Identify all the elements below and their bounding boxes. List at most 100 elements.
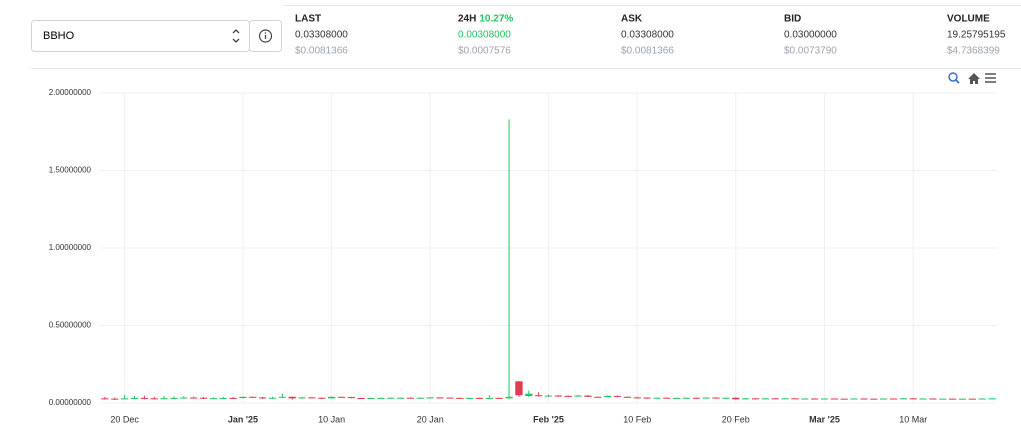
candle-body: [239, 396, 247, 399]
candle-body: [643, 397, 651, 399]
y-tick-label: 0.00000000: [49, 398, 92, 407]
candle-body: [505, 396, 513, 399]
candle-body: [889, 398, 898, 400]
candle-body: [781, 398, 789, 400]
candle-body: [870, 398, 878, 400]
candle-body: [741, 398, 750, 400]
candle-body: [219, 397, 227, 399]
candle-body: [298, 397, 306, 399]
candle-body: [515, 381, 523, 396]
symbol-select[interactable]: BBHO: [31, 20, 250, 52]
candle-body: [988, 398, 996, 400]
candle-body: [258, 397, 267, 399]
stat-value: 0.03308000: [295, 30, 348, 41]
y-tick-label: 0.50000000: [49, 321, 92, 330]
candle-body: [308, 397, 316, 399]
stat-usd: $0.0073790: [784, 46, 837, 57]
candle-body: [475, 397, 484, 399]
stat-value: 0.03308000: [621, 30, 674, 41]
zoom-icon: [948, 72, 958, 82]
candle-body: [564, 395, 572, 397]
info-icon: [258, 29, 273, 43]
candle-body: [860, 398, 868, 400]
candle-body: [534, 395, 543, 397]
candle-body: [712, 397, 720, 399]
candle-body: [968, 398, 977, 400]
info-button[interactable]: [249, 20, 282, 52]
candle-body: [574, 395, 582, 397]
candle-body: [554, 395, 563, 397]
candle-body: [633, 397, 641, 399]
candle-body: [850, 398, 858, 400]
candle-body: [318, 397, 326, 399]
candle-body: [692, 397, 701, 399]
candle-body: [130, 397, 139, 399]
x-tick-label: 10 Mar: [899, 414, 927, 424]
x-tick-label: 10 Feb: [623, 414, 651, 424]
candle-body: [111, 398, 119, 400]
x-tick-label: 20 Feb: [722, 414, 750, 424]
candle-body: [830, 398, 839, 400]
x-tick-label: Jan '25: [228, 414, 258, 424]
zoom-icon: [955, 79, 960, 84]
candle-body: [584, 395, 592, 397]
stat-value: 0.00308000: [458, 30, 511, 41]
candle-body: [209, 398, 218, 400]
candle-body: [495, 397, 503, 399]
candle-body: [377, 397, 385, 399]
candle-body: [751, 398, 760, 400]
candle-body: [456, 397, 464, 399]
stat-usd: $0.0081366: [621, 46, 674, 57]
candle-body: [485, 397, 494, 399]
candle-body: [978, 398, 986, 400]
home-button[interactable]: [968, 73, 980, 84]
candle-body: [229, 397, 237, 399]
candle-body: [446, 397, 454, 399]
select-value: BBHO: [43, 30, 75, 42]
candle-body: [879, 398, 888, 400]
candle-body: [663, 397, 671, 399]
candle-body: [732, 397, 740, 400]
candle-body: [189, 397, 198, 399]
candle-body: [140, 397, 149, 399]
candle-body: [180, 397, 188, 399]
candle-body: [623, 396, 632, 398]
candle-body: [958, 398, 967, 400]
candle-body: [613, 395, 622, 397]
stat-usd: $0.0081366: [295, 46, 348, 57]
x-tick-label: Feb '25: [533, 414, 564, 424]
candle-body: [722, 397, 730, 399]
candle-body: [199, 397, 208, 399]
toolbar: [948, 72, 996, 84]
candle-body: [682, 397, 691, 399]
candle-body: [525, 393, 533, 397]
candle-body: [327, 396, 336, 399]
candle-body: [791, 398, 799, 400]
candle-body: [120, 398, 129, 400]
stat-change: 10.27%: [479, 14, 513, 25]
candle-body: [426, 397, 434, 399]
candle-body: [465, 397, 474, 399]
stat-label: ASK: [621, 14, 643, 25]
candle-body: [347, 397, 356, 399]
stat-label: LAST: [295, 14, 321, 25]
x-tick-label: 10 Jan: [318, 414, 345, 424]
candle-body: [357, 398, 365, 400]
candle-body: [761, 398, 770, 400]
menu-button[interactable]: [985, 73, 996, 83]
stat-value: 19.25795195: [947, 30, 1006, 41]
candle-body: [909, 398, 917, 400]
candle-body: [268, 397, 277, 399]
candle-body: [672, 397, 681, 399]
stat-usd: $4.7368399: [947, 46, 1000, 57]
candle-body: [899, 398, 908, 400]
candle-body: [288, 396, 296, 399]
candle-body: [820, 398, 829, 400]
candle-body: [367, 398, 375, 400]
info-icon: [264, 32, 267, 34]
candle-body: [101, 398, 109, 400]
price-chart: 0.00000000 0.50000000 1.00000000 1.50000000…: [49, 88, 997, 424]
zoom-button[interactable]: [948, 72, 960, 84]
